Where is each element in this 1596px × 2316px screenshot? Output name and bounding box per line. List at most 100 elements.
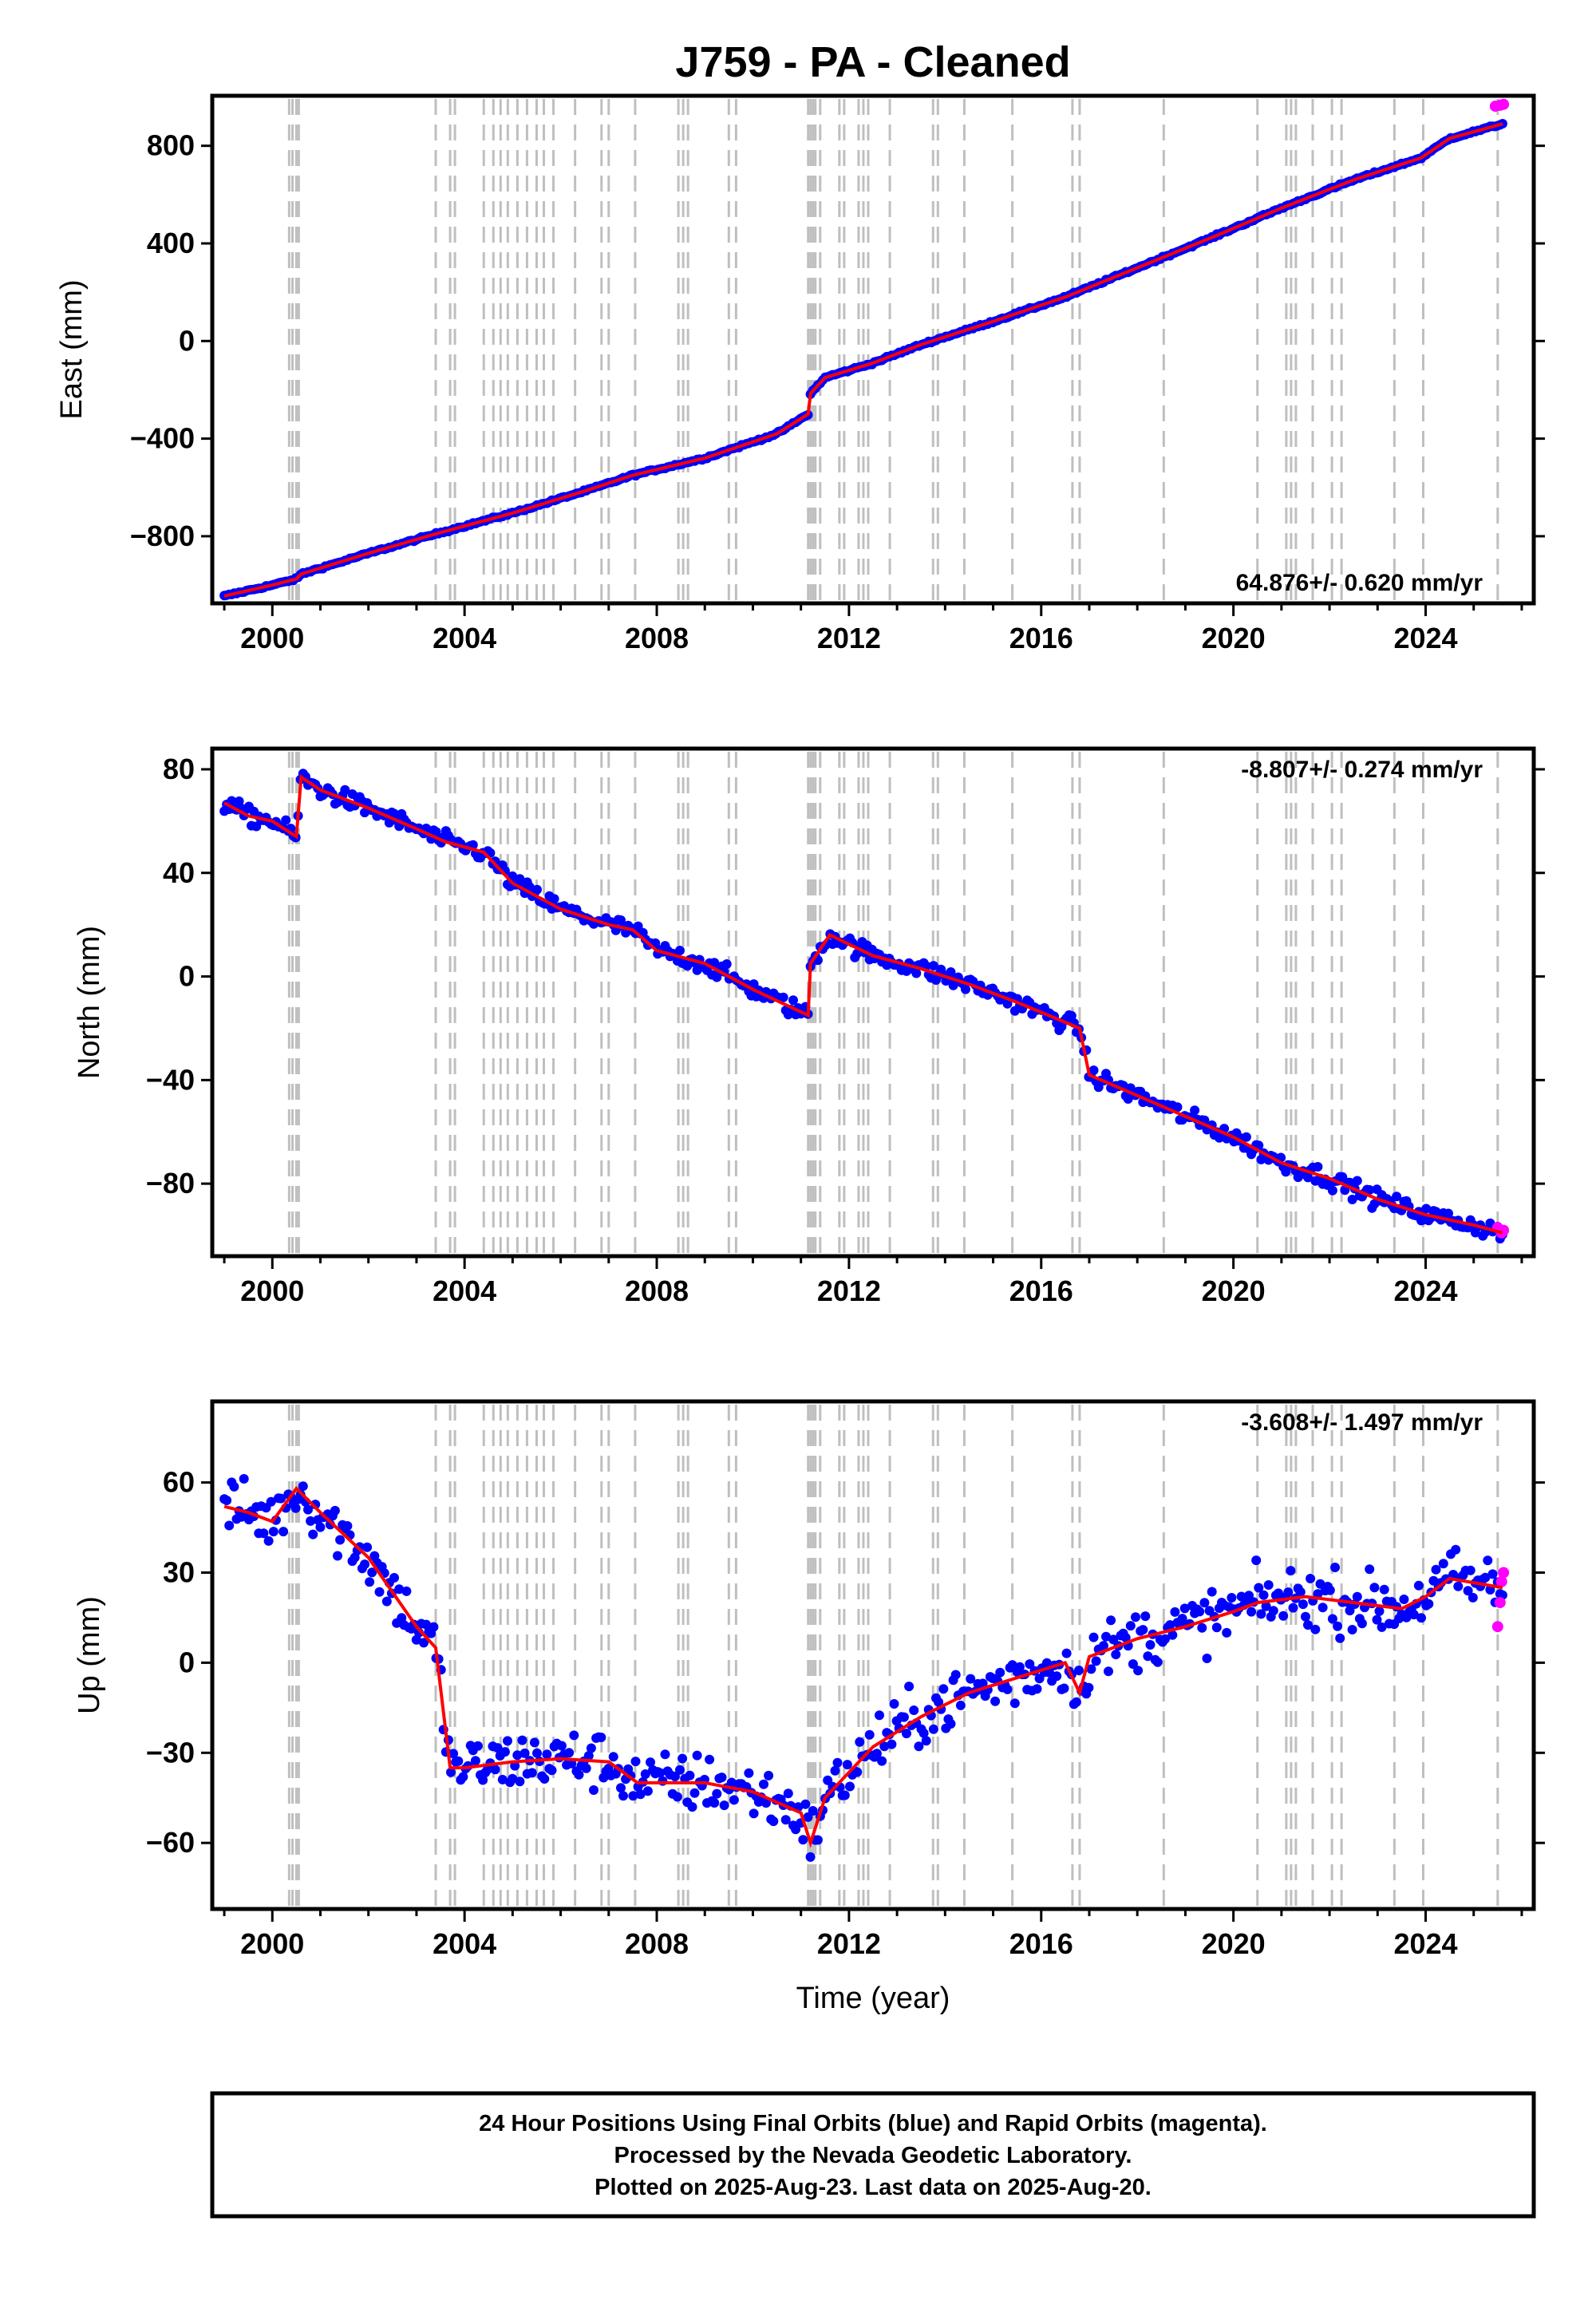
final-orbit-point	[1263, 1580, 1274, 1590]
final-orbit-point	[1335, 1633, 1345, 1643]
final-orbit-point	[1091, 1656, 1101, 1666]
x-tick-label: 2000	[240, 622, 304, 654]
final-orbit-point	[1365, 1564, 1375, 1575]
final-orbit-point	[470, 1756, 480, 1766]
final-orbit-point	[431, 827, 441, 837]
final-orbit-point	[1286, 1566, 1296, 1576]
final-orbit-point	[1111, 1650, 1121, 1660]
final-orbit-point	[227, 796, 237, 806]
y-tick-label: 400	[147, 227, 195, 259]
final-orbit-point	[1416, 1613, 1426, 1623]
final-orbit-point	[1059, 1683, 1069, 1694]
final-orbit-point	[744, 1768, 754, 1778]
panel-up-ylabel: Up (mm)	[73, 1596, 106, 1714]
panel-east-fit-line	[223, 122, 1503, 598]
final-orbit-point	[672, 1792, 682, 1802]
x-tick-label: 2012	[817, 622, 881, 654]
final-orbit-point	[527, 1768, 537, 1778]
final-orbit-point	[389, 1573, 399, 1583]
final-orbit-point	[448, 1749, 459, 1759]
final-orbit-point	[1045, 1667, 1054, 1678]
footer-frame	[210, 2091, 1536, 2219]
final-orbit-point	[500, 1747, 510, 1757]
panel-up-axes: −60 −30 0 30 60 2000 2004 2008 2012 2016 2020 2024	[146, 1466, 1545, 1960]
final-orbit-point	[490, 1765, 500, 1775]
final-orbit-point	[875, 1710, 884, 1721]
final-orbit-point	[1160, 1634, 1170, 1644]
x-tick-label: 2008	[625, 622, 689, 654]
final-orbit-point	[1303, 1172, 1313, 1183]
final-orbit-point	[709, 1798, 720, 1808]
final-orbit-point	[1125, 1621, 1136, 1631]
x-tick-label: 2024	[1393, 1927, 1457, 1960]
final-orbit-point	[808, 1806, 818, 1816]
x-tick-label: 2016	[1009, 622, 1073, 654]
final-orbit-point	[675, 1765, 685, 1775]
final-orbit-point	[783, 1788, 793, 1799]
panel-east-points	[219, 98, 1510, 601]
final-orbit-point	[966, 1674, 976, 1684]
final-orbit-point	[229, 1481, 239, 1492]
panel-north-frame	[210, 746, 1536, 1259]
final-orbit-point	[574, 1769, 584, 1780]
final-orbit-point	[812, 1835, 823, 1845]
final-orbit-point	[1241, 1132, 1251, 1142]
x-axis-label: Time (year)	[796, 1982, 950, 2015]
final-orbit-point	[1190, 1105, 1200, 1116]
final-orbit-point	[1431, 1564, 1441, 1575]
x-tick-label: 2020	[1202, 1927, 1266, 1960]
final-orbit-point	[411, 1634, 421, 1645]
final-orbit-point	[1172, 1102, 1183, 1113]
x-tick-label: 2012	[817, 1927, 881, 1960]
final-orbit-point	[780, 1815, 791, 1825]
final-orbit-point	[1258, 1590, 1269, 1600]
final-orbit-point	[646, 1757, 655, 1768]
rapid-orbit-point	[1495, 1575, 1507, 1587]
final-orbit-point	[365, 1577, 375, 1587]
final-orbit-point	[719, 1800, 729, 1811]
final-orbit-point	[761, 1798, 771, 1808]
final-orbit-point	[1453, 1581, 1464, 1591]
final-orbit-point	[1487, 1569, 1498, 1579]
final-orbit-point	[586, 1743, 596, 1753]
x-tick-label: 2024	[1393, 1275, 1457, 1307]
final-orbit-point	[1295, 1587, 1306, 1597]
panel-up-fit-line	[223, 1486, 1503, 1848]
y-tick-label: −800	[130, 520, 195, 552]
final-orbit-point	[946, 967, 956, 977]
final-orbit-point	[1061, 1648, 1072, 1658]
final-orbit-point	[224, 1520, 235, 1531]
final-orbit-point	[340, 785, 350, 795]
final-orbit-point	[839, 1790, 850, 1800]
panel-north-ylabel: North (mm)	[73, 926, 106, 1079]
final-orbit-point	[1468, 1592, 1478, 1603]
final-orbit-point	[1288, 1603, 1298, 1613]
final-orbit-point	[1098, 1641, 1108, 1651]
final-orbit-point	[381, 1596, 392, 1607]
final-orbit-point	[1086, 1664, 1096, 1674]
final-orbit-point	[458, 1772, 468, 1782]
final-orbit-point	[887, 1739, 897, 1749]
final-orbit-point	[830, 1765, 840, 1776]
final-orbit-point	[1298, 1599, 1308, 1610]
y-tick-label: −400	[130, 422, 195, 455]
final-orbit-point	[1327, 1614, 1337, 1624]
final-orbit-point	[1347, 1195, 1357, 1204]
final-orbit-point	[596, 1733, 606, 1742]
final-orbit-point	[453, 1756, 464, 1766]
final-orbit-point	[879, 1741, 890, 1752]
x-tick-label: 2000	[240, 1275, 304, 1307]
panel-up-rate: -3.608+/- 1.497 mm/yr	[1241, 1409, 1483, 1436]
final-orbit-point	[608, 1752, 618, 1762]
final-orbit-point	[1413, 1580, 1424, 1591]
x-tick-label: 2004	[433, 1927, 496, 1960]
final-orbit-point	[519, 1748, 530, 1758]
final-orbit-point	[1301, 1611, 1310, 1622]
final-orbit-point	[367, 1567, 377, 1578]
final-orbit-point	[478, 1775, 488, 1785]
footer-line-2: Processed by the Nevada Geodetic Laborat…	[614, 2143, 1132, 2168]
final-orbit-point	[640, 1769, 650, 1779]
final-orbit-point	[788, 995, 798, 1006]
rapid-orbit-point	[1498, 1224, 1510, 1236]
